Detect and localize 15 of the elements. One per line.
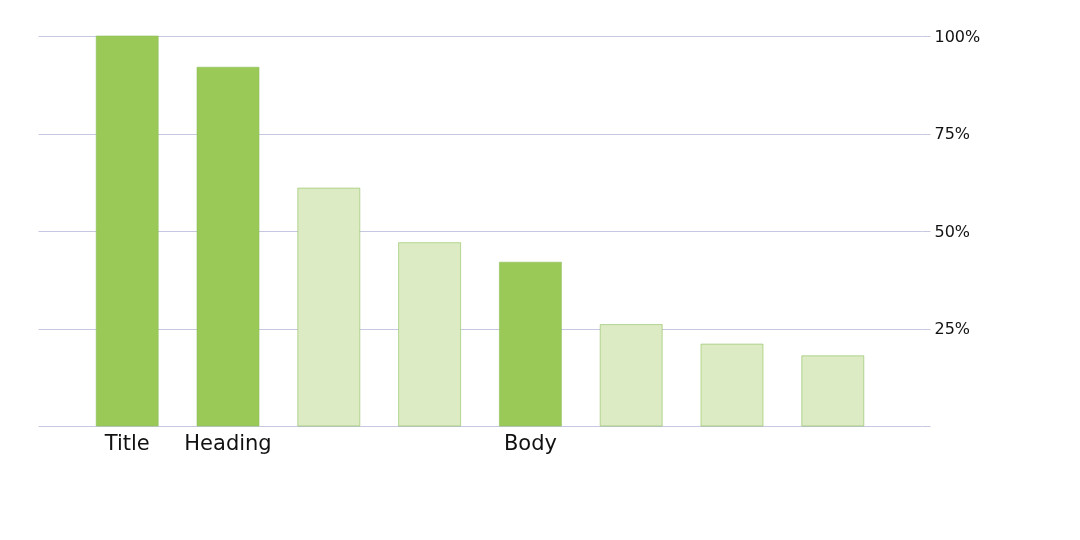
bar <box>599 324 663 427</box>
bar <box>196 66 260 427</box>
x-tick-label: Title <box>103 430 150 455</box>
y-tick-label: 75% <box>934 124 971 143</box>
bar <box>801 355 865 427</box>
bar <box>700 343 764 427</box>
x-tick-label: Heading <box>184 430 272 455</box>
x-tick-label: Body <box>503 430 557 455</box>
bar <box>398 242 462 427</box>
y-tick-label: 25% <box>934 319 971 338</box>
y-tick-label: 100% <box>934 26 981 46</box>
bar <box>498 261 562 427</box>
y-tick-label: 50% <box>934 221 971 241</box>
bar <box>95 35 159 427</box>
bar <box>297 187 361 427</box>
